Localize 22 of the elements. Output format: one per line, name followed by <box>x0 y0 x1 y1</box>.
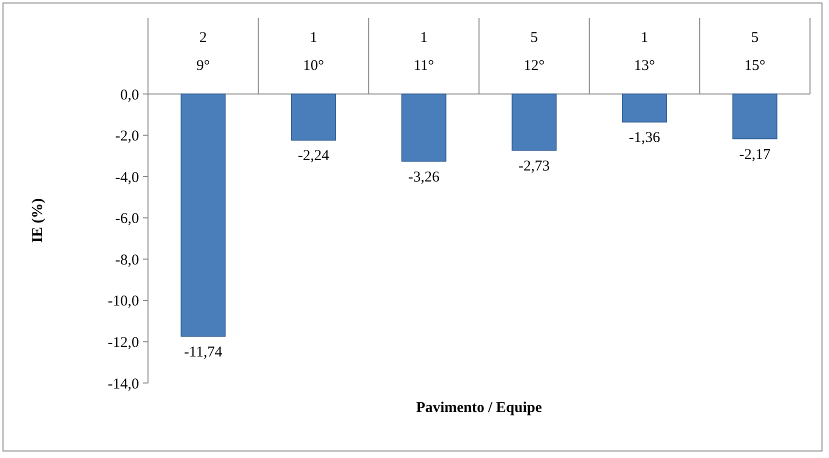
data-label: -2,73 <box>518 158 550 174</box>
x-tick-label: 1 13° <box>634 30 655 74</box>
data-label: -11,74 <box>184 344 223 360</box>
x-tick-label: 5 12° <box>524 30 545 74</box>
y-tick-label: -6,0 <box>115 211 139 228</box>
data-label: -2,24 <box>298 148 330 164</box>
y-tick-label: -4,0 <box>115 170 139 186</box>
y-tick-label: -14,0 <box>108 376 139 392</box>
y-tick-label: -2,0 <box>115 128 139 145</box>
x-tick-label: 5 15° <box>744 30 766 74</box>
y-tick-label: 0,0 <box>120 87 139 104</box>
x-tick-label: 1 11° <box>414 30 434 74</box>
y-axis-title: IE (%) <box>30 198 46 243</box>
y-tick-label: -12,0 <box>108 334 139 351</box>
y-tick-label: -10,0 <box>108 294 139 310</box>
x-tick-label: 1 10° <box>303 30 324 74</box>
data-label: -2,17 <box>739 146 771 163</box>
data-label: -3,26 <box>408 169 440 186</box>
x-tick-label: 2 9° <box>196 30 210 74</box>
data-label: -1,36 <box>628 130 661 146</box>
y-tick-label: -8,0 <box>115 252 139 268</box>
x-axis-title: Pavimento / Equipe <box>416 400 542 416</box>
